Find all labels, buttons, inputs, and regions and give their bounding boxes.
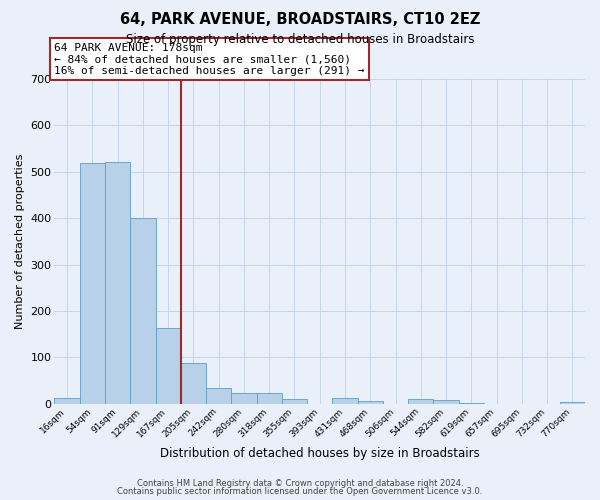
Bar <box>358 402 383 404</box>
Bar <box>105 162 130 404</box>
Bar <box>206 388 232 404</box>
Text: 64 PARK AVENUE: 178sqm
← 84% of detached houses are smaller (1,560)
16% of semi-: 64 PARK AVENUE: 178sqm ← 84% of detached… <box>55 42 365 76</box>
Text: Size of property relative to detached houses in Broadstairs: Size of property relative to detached ho… <box>126 32 474 46</box>
Bar <box>332 398 358 404</box>
Bar <box>155 328 181 404</box>
Bar <box>130 218 155 404</box>
Bar <box>181 364 206 404</box>
Bar <box>458 403 484 404</box>
Bar <box>80 162 105 404</box>
Text: Contains public sector information licensed under the Open Government Licence v3: Contains public sector information licen… <box>118 487 482 496</box>
Text: 64, PARK AVENUE, BROADSTAIRS, CT10 2EZ: 64, PARK AVENUE, BROADSTAIRS, CT10 2EZ <box>120 12 480 28</box>
Bar <box>408 399 433 404</box>
Bar <box>560 402 585 404</box>
Bar <box>257 392 282 404</box>
Bar <box>282 399 307 404</box>
Bar <box>55 398 80 404</box>
Bar <box>433 400 458 404</box>
Bar <box>232 392 257 404</box>
Text: Contains HM Land Registry data © Crown copyright and database right 2024.: Contains HM Land Registry data © Crown c… <box>137 478 463 488</box>
X-axis label: Distribution of detached houses by size in Broadstairs: Distribution of detached houses by size … <box>160 447 479 460</box>
Y-axis label: Number of detached properties: Number of detached properties <box>15 154 25 329</box>
